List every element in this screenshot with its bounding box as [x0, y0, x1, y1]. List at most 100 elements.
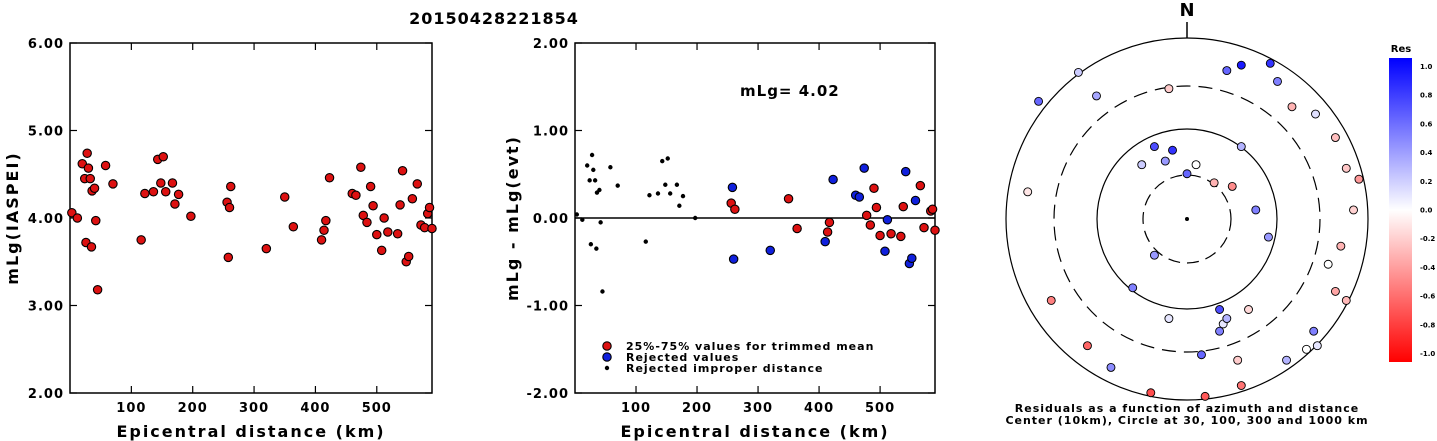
x-tick-label: 300 [743, 401, 773, 416]
colorbar-tick-label: -0.2 [1420, 235, 1435, 243]
data-point [900, 166, 911, 177]
station-point [1222, 66, 1232, 76]
polar-data-points [1023, 58, 1364, 401]
data-point [674, 182, 680, 187]
station-point [1222, 314, 1232, 323]
data-point [167, 178, 178, 188]
station-point [1137, 160, 1147, 170]
data-point [828, 174, 838, 185]
data-point [316, 235, 327, 245]
legend-label: Rejected values [626, 351, 739, 364]
colorbar-tick-label: -0.8 [1420, 321, 1435, 329]
left-data-points [67, 148, 437, 295]
data-point [854, 192, 865, 202]
colorbar-tick-label: 0.6 [1420, 120, 1433, 128]
data-point [383, 227, 393, 237]
data-point [898, 201, 909, 212]
data-point [574, 212, 580, 217]
left-plot-frame [69, 42, 433, 394]
y-tick-label: 5.00 [28, 125, 64, 140]
left-y-label: mLg(IASPEI) [3, 151, 22, 284]
data-point [930, 225, 940, 236]
station-point [1149, 142, 1159, 152]
data-point [869, 183, 879, 194]
data-point [395, 200, 405, 210]
data-point [186, 211, 196, 222]
data-point [643, 239, 648, 244]
x-tick-label: 200 [178, 401, 208, 416]
mid-scatter-plot: 2.00 1.00 0.00 -1.00 -2.00 100 200 300 400 500 m… [503, 37, 940, 441]
ring-30km [1142, 174, 1232, 264]
data-point [362, 217, 372, 228]
polar-caption-2: Center (10km), Circle at 30, 100, 300 an… [1005, 414, 1368, 427]
station-point [1236, 381, 1246, 390]
data-point [882, 215, 893, 225]
data-point [592, 178, 598, 183]
station-point [1312, 341, 1322, 351]
data-point [288, 222, 299, 232]
data-point [680, 193, 686, 199]
station-point [1149, 250, 1159, 260]
data-point [170, 199, 180, 209]
data-point [728, 254, 739, 264]
data-point [820, 236, 830, 247]
data-point [587, 178, 592, 183]
colorbar-tick-label: 0.2 [1420, 178, 1433, 186]
data-point [597, 187, 602, 193]
station-point [1302, 344, 1311, 354]
data-point [89, 183, 100, 194]
colorbar-tick-label: 0.4 [1420, 149, 1433, 157]
data-point [871, 202, 882, 213]
data-point [727, 182, 738, 193]
data-point [261, 243, 272, 254]
data-point [319, 225, 329, 236]
station-point [1282, 355, 1292, 365]
polar-plot: N Residuals as a function of azimuth and… [1005, 0, 1369, 427]
station-point [1200, 391, 1210, 401]
data-point [324, 173, 335, 183]
legend-label: 25%-75% values for trimmed mean [626, 340, 874, 353]
station-point [1046, 296, 1056, 305]
data-point [859, 163, 869, 173]
y-tick-label: 6.00 [28, 37, 64, 52]
data-point [412, 179, 423, 189]
y-tick-label: 2.00 [28, 387, 64, 402]
station-point [1197, 350, 1206, 360]
station-point [1236, 142, 1246, 152]
data-point [351, 190, 361, 201]
data-point [660, 158, 665, 164]
station-point [1073, 67, 1083, 77]
data-point [403, 251, 414, 262]
colorbar-tick-label: -1.0 [1420, 350, 1435, 358]
data-point [663, 182, 668, 187]
data-point [83, 163, 94, 173]
station-point [1160, 156, 1170, 166]
x-tick-label: 100 [116, 401, 146, 416]
data-point [279, 192, 290, 202]
data-point [693, 215, 698, 221]
data-point [173, 189, 184, 200]
north-label: N [1179, 0, 1194, 21]
y-tick-label: 1.00 [533, 125, 569, 140]
data-point [915, 180, 926, 191]
colorbar-tick-label: -0.6 [1420, 293, 1435, 301]
data-point [356, 162, 366, 173]
data-point [72, 213, 83, 223]
data-point [824, 217, 835, 228]
data-point [424, 202, 435, 213]
data-point [156, 178, 166, 188]
station-point [1341, 296, 1351, 305]
data-point [588, 242, 594, 247]
station-point [1106, 362, 1116, 372]
data-point [82, 148, 92, 159]
x-tick-label: 500 [362, 401, 392, 416]
data-point [792, 223, 802, 234]
data-point [224, 202, 235, 213]
colorbar-tick-label: 0.0 [1420, 207, 1433, 215]
station-point [1209, 178, 1219, 188]
data-point [585, 163, 590, 168]
data-point [907, 253, 917, 264]
data-point [647, 193, 652, 198]
data-point [608, 165, 613, 170]
station-point [1164, 314, 1174, 323]
